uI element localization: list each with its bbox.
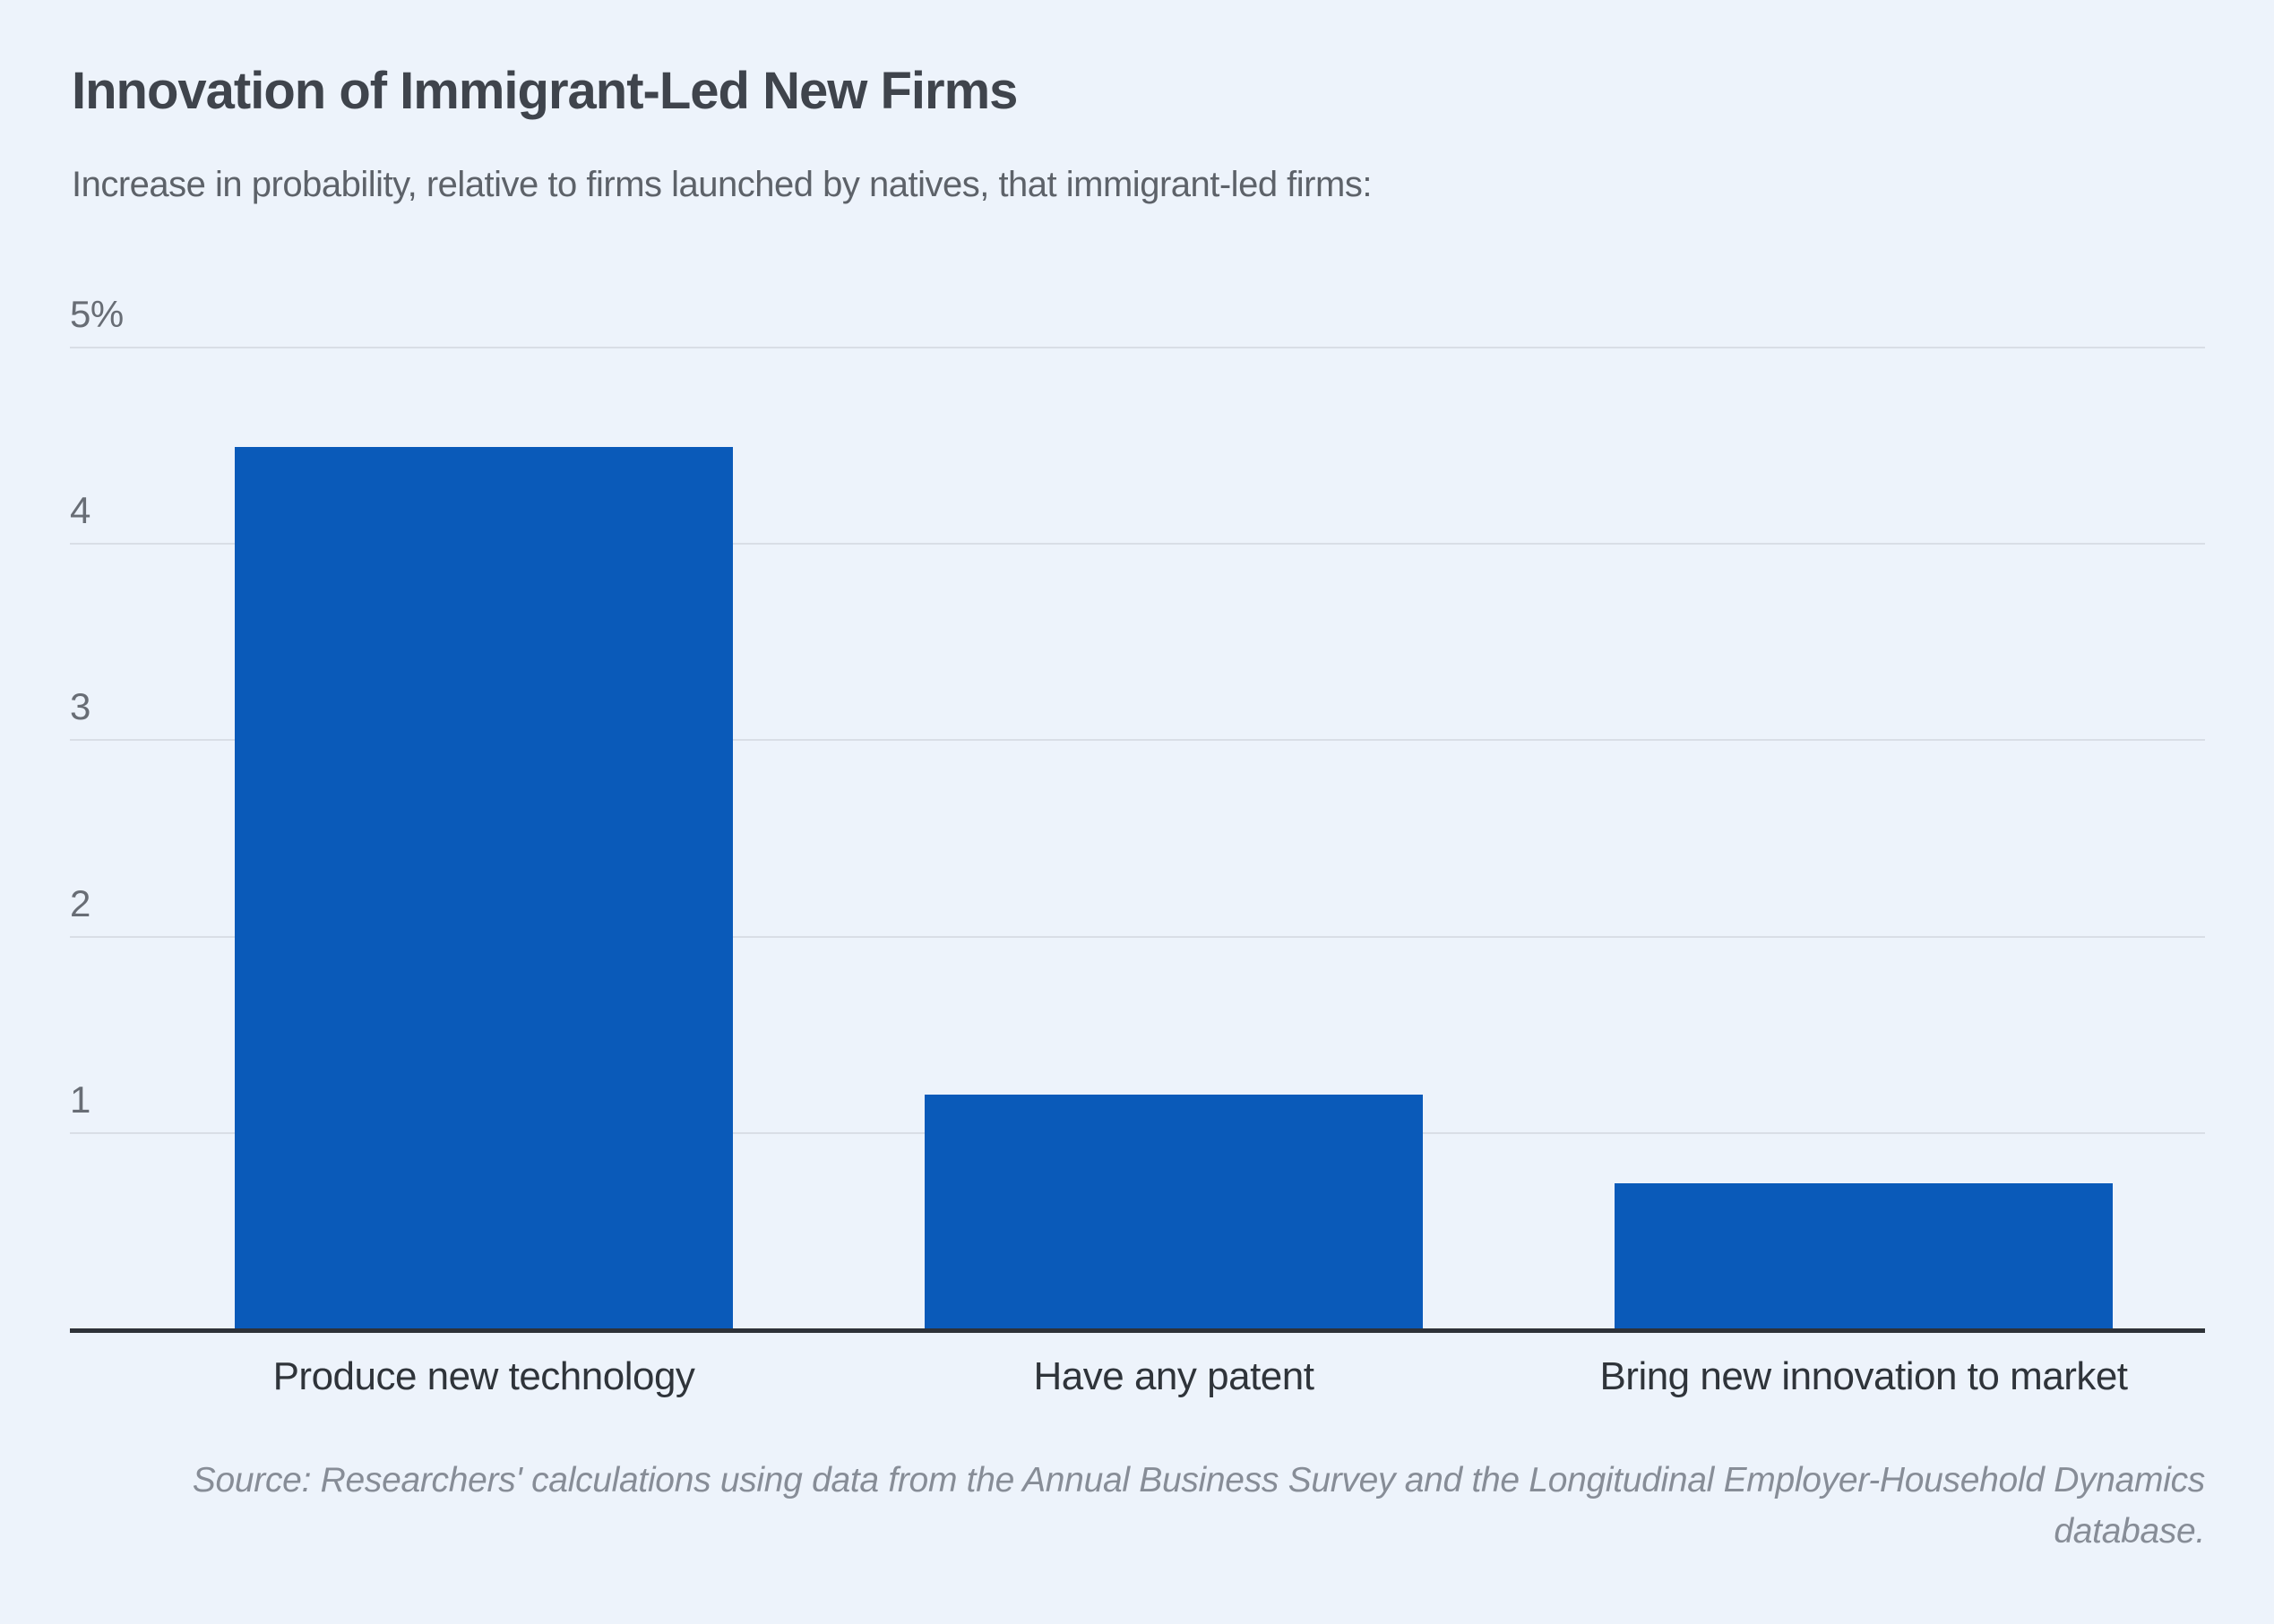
y-tick-label-2: 2 xyxy=(70,881,90,924)
source-note: Source: Researchers' calculations using … xyxy=(192,1461,2206,1551)
x-tick-label-have-any-patent: Have any patent xyxy=(1033,1354,1314,1398)
gridline-2 xyxy=(70,935,2205,938)
gridline-5 xyxy=(70,347,2205,348)
y-tick-label-5: 5% xyxy=(70,293,124,335)
x-axis-line xyxy=(70,1328,2205,1333)
plot-area: 1 2 3 4 5% Produce new technology Have any pat… xyxy=(70,293,2205,1398)
bar-bring-new-innovation-to-market xyxy=(1615,1182,2113,1330)
bar-produce-new-technology xyxy=(235,446,733,1330)
chart-subtitle: Increase in probability, relative to fir… xyxy=(72,165,1372,204)
y-tick-label-4: 4 xyxy=(70,489,90,532)
x-tick-label-bring-new-innovation-to-market: Bring new innovation to market xyxy=(1599,1354,2128,1398)
y-tick-label-3: 3 xyxy=(70,685,90,728)
y-tick-label-1: 1 xyxy=(70,1078,90,1121)
gridline-3 xyxy=(70,739,2205,742)
bar-have-any-patent xyxy=(925,1094,1423,1330)
chart-title: Innovation of Immigrant-Led New Firms xyxy=(72,62,1018,120)
x-tick-label-produce-new-technology: Produce new technology xyxy=(272,1354,695,1398)
gridline-4 xyxy=(70,543,2205,546)
